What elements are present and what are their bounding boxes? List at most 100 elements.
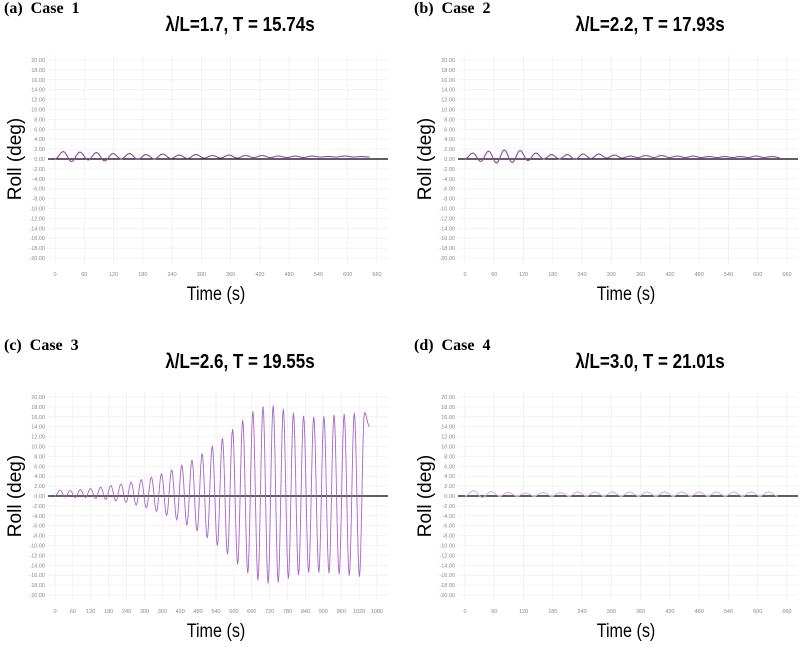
y-tick-label: 4.00 (34, 474, 45, 480)
y-tick-label: 0.00 (444, 494, 455, 500)
y-tick-label: -6.00 (442, 187, 455, 193)
x-tick-label: 180 (104, 609, 113, 615)
y-tick-label: 4.00 (444, 137, 455, 143)
y-tick-label: 14.00 (441, 425, 455, 431)
y-tick-label: 14.00 (441, 88, 455, 94)
y-tick-label: -16.00 (439, 236, 455, 242)
y-tick-label: -14.00 (439, 226, 455, 232)
x-tick-label: 240 (167, 272, 176, 278)
x-tick-label: 360 (636, 609, 645, 615)
y-tick-label: -16.00 (439, 573, 455, 579)
y-tick-label: 12.00 (31, 98, 45, 104)
y-tick-label: -14.00 (439, 563, 455, 569)
y-tick-label: 8.00 (444, 454, 455, 460)
y-tick-label: -14.00 (29, 563, 45, 569)
y-axis-label: Roll (deg) (415, 118, 436, 200)
x-tick-label: 900 (319, 609, 328, 615)
x-tick-label: 960 (337, 609, 346, 615)
y-tick-label: 14.00 (31, 88, 45, 94)
chart-title: λ/L=2.6, T = 19.55s (165, 351, 315, 373)
y-tick-label: 10.00 (441, 445, 455, 451)
y-tick-label: 18.00 (441, 405, 455, 411)
x-tick-label: 360 (158, 609, 167, 615)
x-tick-label: 420 (665, 272, 674, 278)
x-tick-label: 240 (577, 609, 586, 615)
y-tick-label: 4.00 (444, 474, 455, 480)
y-tick-label: 10.00 (31, 108, 45, 114)
y-tick-label: -12.00 (29, 553, 45, 559)
y-tick-label: -2.00 (442, 504, 455, 510)
x-tick-label: 540 (724, 272, 733, 278)
roll-series-line (54, 150, 370, 163)
x-tick-label: 300 (140, 609, 149, 615)
y-tick-label: 2.00 (444, 147, 455, 153)
y-tick-label: 2.00 (34, 484, 45, 490)
y-tick-label: -12.00 (439, 553, 455, 559)
chart-title: λ/L=2.2, T = 17.93s (575, 14, 725, 36)
x-tick-label: 120 (86, 609, 95, 615)
plot-area: 20.00 18.00 16.00 14.00 12.00 10.00 8.00 6.00 4.… (415, 392, 798, 641)
x-tick-label: 1080 (371, 609, 383, 615)
plot-area: 20.00 18.00 16.00 14.00 12.00 10.00 8.00 6.00 4.… (5, 392, 388, 641)
x-tick-label: 540 (724, 609, 733, 615)
y-tick-label: 20.00 (441, 395, 455, 401)
y-tick-label: -16.00 (29, 573, 45, 579)
x-tick-label: 660 (782, 609, 791, 615)
x-tick-label: 0 (463, 272, 466, 278)
panel-label: (a) Case 1 (4, 0, 80, 17)
y-tick-label: 18.00 (31, 68, 45, 74)
y-tick-label: -10.00 (29, 207, 45, 213)
y-tick-label: -2.00 (32, 504, 45, 510)
y-tick-label: 8.00 (444, 117, 455, 123)
x-tick-label: 660 (247, 609, 256, 615)
x-tick-label: 180 (138, 272, 147, 278)
x-tick-label: 120 (519, 609, 528, 615)
y-tick-label: 12.00 (31, 435, 45, 441)
y-tick-label: 16.00 (441, 78, 455, 84)
x-tick-label: 660 (782, 272, 791, 278)
y-tick-label: -10.00 (439, 207, 455, 213)
roll-series-line (464, 149, 780, 164)
y-tick-label: -20.00 (439, 593, 455, 599)
y-tick-label: -10.00 (439, 544, 455, 550)
y-tick-label: -20.00 (29, 256, 45, 262)
y-tick-label: -18.00 (439, 583, 455, 589)
y-tick-label: 18.00 (31, 405, 45, 411)
y-tick-label: -8.00 (32, 534, 45, 540)
x-tick-label: 480 (695, 609, 704, 615)
y-tick-label: 12.00 (441, 98, 455, 104)
y-tick-label: -6.00 (32, 187, 45, 193)
y-axis-label: Roll (deg) (5, 455, 26, 537)
x-tick-label: 60 (70, 609, 76, 615)
x-tick-label: 840 (301, 609, 310, 615)
y-tick-label: -20.00 (29, 593, 45, 599)
y-tick-label: -2.00 (442, 167, 455, 173)
x-tick-label: 60 (491, 272, 497, 278)
chart-title: λ/L=3.0, T = 21.01s (575, 351, 725, 373)
y-tick-label: -18.00 (439, 246, 455, 252)
y-tick-label: 6.00 (444, 127, 455, 133)
x-tick-label: 420 (176, 609, 185, 615)
y-tick-label: 16.00 (441, 415, 455, 421)
y-tick-label: -4.00 (442, 514, 455, 520)
y-tick-label: 12.00 (441, 435, 455, 441)
x-tick-label: 180 (548, 272, 557, 278)
y-tick-label: 10.00 (441, 108, 455, 114)
y-tick-label: 18.00 (441, 68, 455, 74)
x-tick-label: 600 (343, 272, 352, 278)
x-tick-label: 60 (81, 272, 87, 278)
x-tick-label: 600 (753, 609, 762, 615)
x-tick-label: 480 (285, 272, 294, 278)
x-tick-label: 660 (372, 272, 381, 278)
y-tick-label: -8.00 (32, 197, 45, 203)
x-tick-label: 180 (548, 609, 557, 615)
y-tick-label: -8.00 (442, 197, 455, 203)
y-axis-label: Roll (deg) (5, 118, 26, 200)
x-tick-label: 240 (122, 609, 131, 615)
x-tick-label: 120 (519, 272, 528, 278)
x-tick-label: 0 (53, 272, 56, 278)
x-tick-label: 780 (283, 609, 292, 615)
y-tick-label: -4.00 (32, 514, 45, 520)
y-tick-label: -18.00 (29, 583, 45, 589)
panel-label: (d) Case 4 (414, 337, 491, 354)
